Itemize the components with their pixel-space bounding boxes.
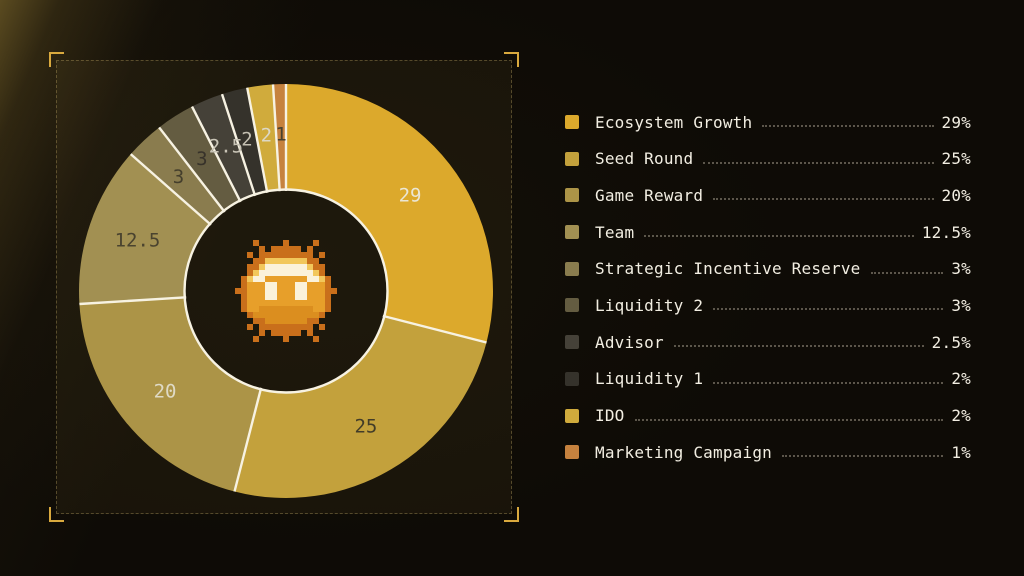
legend-label: IDO (595, 406, 625, 425)
slice-value-label: 12.5 (115, 230, 161, 252)
legend-label: Ecosystem Growth (595, 112, 753, 132)
donut-slice-ido (247, 84, 280, 192)
legend-label: Team (595, 222, 635, 242)
coin-icon (235, 240, 337, 342)
slice-value-label: 20 (154, 381, 177, 403)
slice-divider (129, 153, 212, 226)
legend-leader (644, 235, 914, 238)
corner-bracket-top-right (504, 52, 519, 67)
legend-label: Marketing Campaign (595, 442, 772, 462)
legend-row-advisor: Advisor 2.5% (565, 331, 971, 353)
donut-slice-seed-round (234, 316, 487, 498)
legend-row-strategic-incentive-reserve: Strategic Incentive Reserve 3% (565, 258, 971, 280)
legend-leader (782, 455, 944, 458)
legend-row-marketing-campaign: Marketing Campaign 1% (565, 441, 971, 463)
legend-value: 3% (951, 295, 971, 315)
donut-slice-ecosystem-growth (286, 84, 493, 343)
donut-slice-team (79, 154, 211, 304)
legend-value: 29% (941, 112, 971, 132)
legend-row-seed-round: Seed Round 25% (565, 148, 971, 170)
legend-label: Liquidity 1 (595, 369, 704, 389)
slice-divider (190, 106, 242, 203)
slice-divider (246, 87, 269, 193)
legend-value: 2.5% (931, 332, 971, 352)
legend-label: Strategic Incentive Reserve (595, 259, 861, 279)
chart-panel: 29 25 20 12.5 3 3 2.5 2 2 1 (49, 52, 519, 522)
slice-divider (158, 126, 226, 213)
legend-leader (673, 345, 924, 348)
slice-divider (233, 387, 263, 492)
legend-swatch (565, 408, 579, 423)
donut-slice-marketing-campaign (273, 84, 286, 191)
donut-inner-ring (183, 188, 389, 394)
corner-bracket-bottom-right (504, 507, 519, 522)
corner-bracket-top-left (49, 52, 64, 67)
slice-value-label: 29 (399, 184, 422, 206)
donut-slice-game-reward (79, 297, 261, 492)
slice-divider (79, 296, 187, 306)
legend-row-liquidity-1: Liquidity 1 2% (565, 368, 971, 390)
legend-row-game-reward: Game Reward 20% (565, 184, 971, 206)
slice-value-label: 1 (275, 124, 286, 146)
legend-row-ido: IDO 2% (565, 405, 971, 427)
corner-bracket-bottom-left (49, 507, 64, 522)
legend-leader (713, 308, 944, 311)
legend-value: 1% (951, 442, 971, 462)
slice-value-label: 2.5 (209, 135, 243, 157)
slice-value-label: 25 (354, 416, 377, 438)
slice-value-label: 3 (173, 166, 184, 188)
donut-slice-advisor (192, 94, 255, 202)
legend-label: Seed Round (595, 149, 694, 169)
slice-divider (271, 84, 281, 192)
legend-swatch (565, 371, 579, 386)
legend-leader (713, 381, 944, 384)
legend-label: Game Reward (595, 185, 704, 205)
legend-leader (762, 125, 934, 127)
legend-leader (634, 418, 944, 421)
legend-value: 2% (951, 369, 971, 389)
legend-swatch (565, 261, 579, 276)
legend-leader (703, 161, 934, 164)
donut-slice-strategic-incentive-reserve (130, 127, 225, 225)
slice-value-label: 3 (196, 148, 207, 170)
legend-value: 2% (951, 406, 971, 425)
legend-row-liquidity-2: Liquidity 2 3% (565, 294, 971, 316)
slice-value-label: 2 (261, 125, 272, 147)
legend-leader (870, 271, 944, 274)
legend-row-team: Team 12.5% (565, 221, 971, 243)
legend-value: 25% (941, 149, 971, 169)
legend-label: Advisor (595, 332, 664, 352)
legend-label: Liquidity 2 (595, 295, 704, 315)
legend-value: 12.5% (921, 222, 971, 242)
legend-swatch (565, 151, 579, 166)
donut-slice-liquidity-1 (222, 87, 268, 195)
legend-swatch (565, 225, 579, 240)
slice-value-label: 2 (241, 128, 252, 150)
legend-value: 20% (941, 185, 971, 205)
legend-swatch (565, 445, 579, 460)
slice-divider (220, 93, 257, 197)
legend: Ecosystem Growth 29% Seed Round 25% Game Rew… (565, 111, 971, 478)
slice-divider (382, 314, 487, 344)
legend-row-ecosystem-growth: Ecosystem Growth 29% (565, 111, 971, 133)
donut-slice-liquidity-2 (159, 106, 241, 212)
legend-swatch (565, 335, 579, 350)
legend-leader (713, 198, 934, 201)
legend-value: 3% (951, 259, 971, 279)
legend-swatch (565, 298, 579, 313)
legend-swatch (565, 188, 579, 203)
legend-swatch (565, 115, 579, 129)
